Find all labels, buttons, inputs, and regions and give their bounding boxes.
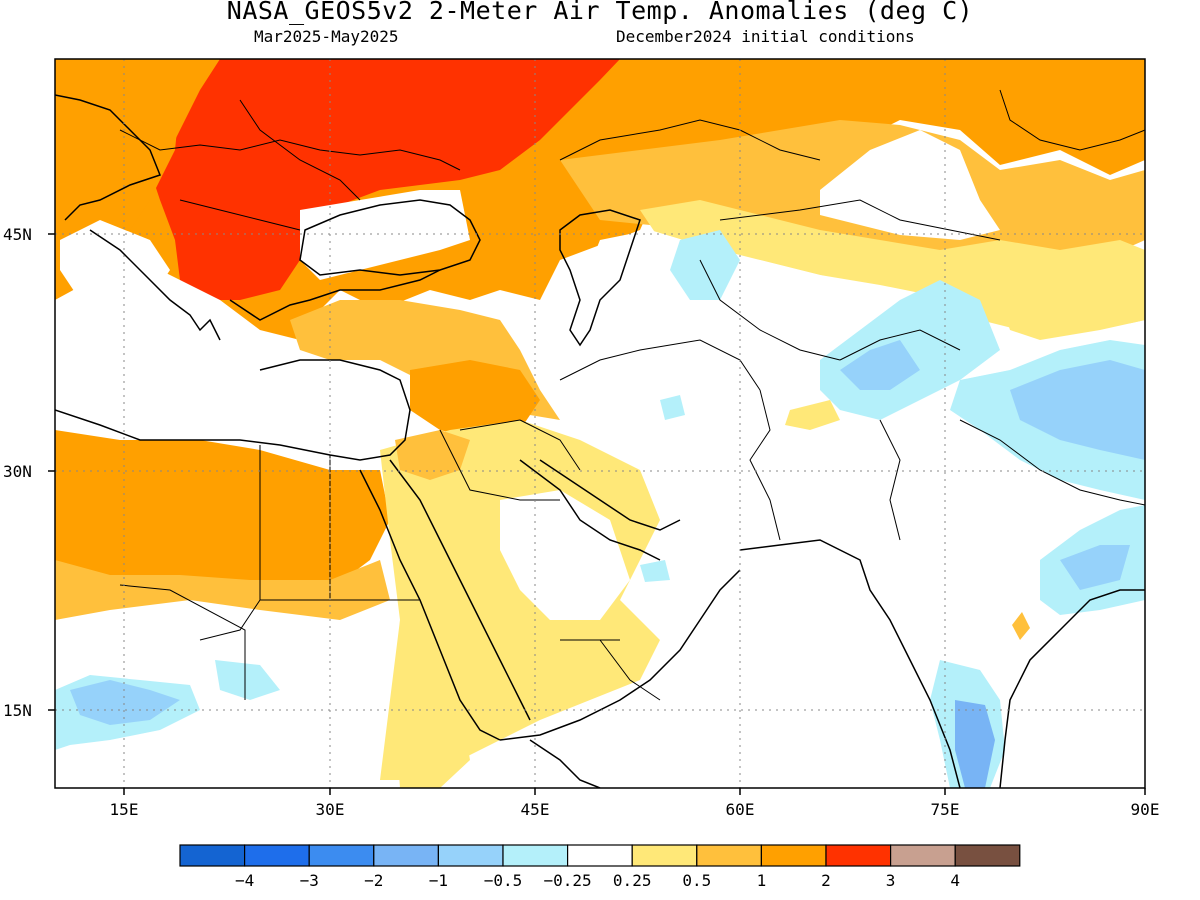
lon-label-75e: 75E [931,800,960,819]
east-africa-yellow [395,620,470,788]
graticule [55,59,1145,788]
colorbar-swatch [825,844,892,867]
colorbar-label: −1 [429,871,448,890]
hot-region-europe [150,59,620,300]
lat-label-45n: 45N [3,225,32,244]
north-africa-warm [55,430,390,595]
anomaly-field [55,59,1145,788]
colorbar-label: −3 [300,871,319,890]
colorbar-label: 3 [886,871,896,890]
chart-title: NASA_GEOS5v2 2-Meter Air Temp. Anomalies… [226,0,974,25]
colorbar-swatch [696,844,762,867]
arabia-orange-west [395,430,470,480]
axis-ticks [48,233,1146,795]
black-sea-white [300,190,470,280]
colorbar-swatch [502,844,569,867]
colorbar-swatch [889,844,956,867]
map-frame [54,58,1146,789]
colorbar: −4 −3 −2 −1 −0.5 −0.25 0.25 0.5 1 2 3 4 [179,844,1021,890]
colorbar-label: 4 [950,871,960,890]
colorbar-swatch [954,844,1021,867]
lat-label-30n: 30N [3,462,32,481]
gulf-cool-spot [640,560,670,582]
colorbar-label: −0.25 [544,871,592,890]
sahel-cooler [70,680,180,725]
lon-label-45e: 45E [521,800,550,819]
colorbar-label: −2 [364,871,383,890]
country-borders [119,89,1145,701]
colorbar-swatch [179,844,246,867]
colorbar-label: 2 [821,871,831,890]
india-warm-spot [1012,612,1030,640]
coastlines [55,94,1145,788]
colorbar-swatch [760,844,827,867]
forecast-period: Mar2025-May2025 [254,27,399,46]
iran-yellow-spot [785,400,840,430]
mongolia-yellow [1000,270,1145,340]
colorbar-label: −4 [235,871,254,890]
arabia-white-core [500,490,630,620]
colorbar-swatch [631,844,698,867]
colorbar-label: −0.5 [484,871,523,890]
lon-label-15e: 15E [110,800,139,819]
kazakh-cool [670,230,740,300]
lon-label-30e: 30E [316,800,345,819]
italy-white [60,220,170,310]
colorbar-swatch [244,844,310,867]
colorbar-swatch [308,844,375,867]
south-india-cooler [955,700,995,788]
lon-label-90e: 90E [1131,800,1160,819]
colorbar-label: 0.5 [682,871,711,890]
tibet-cooler [1010,360,1145,460]
colorbar-swatch [373,844,439,867]
initial-conditions: December2024 initial conditions [616,27,915,46]
mediterranean-white [55,270,420,450]
lat-label-15n: 15N [3,701,32,720]
iraq-warm [410,360,540,440]
colorbar-label: 0.25 [613,871,652,890]
sudan-cool [215,660,280,700]
afghan-cooler [840,340,920,390]
colorbar-swatch [566,844,633,867]
white-kazakhstan [820,130,1000,240]
colorbar-swatch [437,844,504,867]
bengal-cooler [1060,545,1130,590]
lon-label-60e: 60E [726,800,755,819]
colorbar-label: 1 [757,871,767,890]
white-central-asia [570,230,1145,700]
iran-cool-spot [660,395,685,420]
north-africa-light [55,560,390,620]
